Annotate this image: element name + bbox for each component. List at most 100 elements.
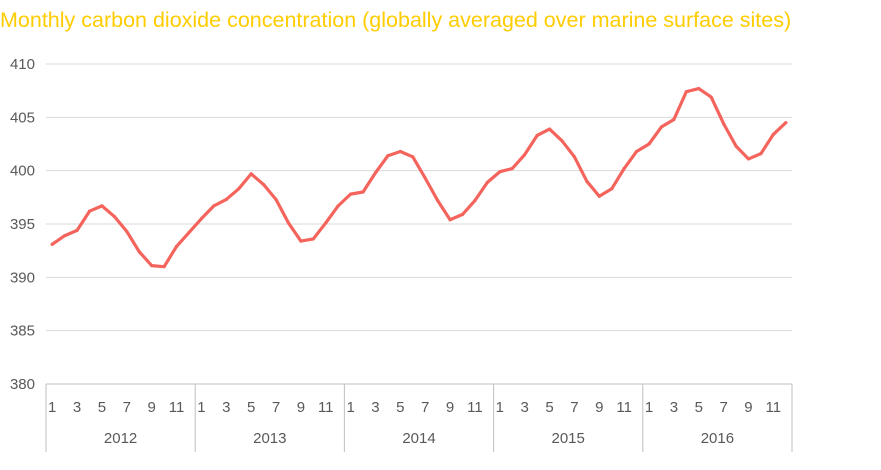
data-point <box>647 142 651 146</box>
data-point <box>162 265 166 269</box>
data-point <box>473 198 477 203</box>
data-point <box>634 149 639 154</box>
x-month-label: 7 <box>421 399 429 416</box>
x-month-label: 3 <box>371 399 379 416</box>
data-point <box>771 132 775 136</box>
gridlines <box>46 63 792 332</box>
data-point <box>299 239 303 243</box>
data-point <box>187 230 191 235</box>
x-month-label: 3 <box>73 399 81 416</box>
data-point <box>436 198 440 203</box>
x-month-label: 3 <box>521 399 529 416</box>
x-year-label: 2013 <box>253 430 286 447</box>
data-point <box>547 127 552 131</box>
x-month-label: 9 <box>297 399 305 416</box>
data-point <box>709 95 713 99</box>
x-month-label: 1 <box>496 399 504 416</box>
series-line <box>50 86 788 269</box>
data-point <box>510 166 514 171</box>
data-point <box>597 194 601 198</box>
data-point <box>411 155 415 159</box>
x-month-label: 7 <box>272 399 280 416</box>
data-point <box>734 144 738 148</box>
data-point <box>286 221 291 225</box>
data-point <box>560 139 564 143</box>
y-tick-label: 380 <box>10 376 35 393</box>
data-point <box>622 166 626 171</box>
data-point <box>63 234 67 238</box>
chart-title: Monthly carbon dioxide concentration (gl… <box>0 8 792 32</box>
data-point <box>535 133 539 138</box>
data-point <box>237 187 241 191</box>
x-year-label: 2016 <box>701 430 734 447</box>
x-month-label: 9 <box>148 399 156 416</box>
y-tick-label: 385 <box>10 323 35 340</box>
data-point <box>672 117 676 122</box>
data-point <box>137 250 141 254</box>
data-point <box>261 182 266 187</box>
data-point <box>460 212 465 216</box>
data-point <box>572 155 577 159</box>
x-month-label: 5 <box>545 399 553 416</box>
data-point <box>398 149 402 154</box>
data-point <box>485 180 489 184</box>
data-point <box>75 228 79 232</box>
data-point <box>125 229 129 234</box>
data-point <box>697 86 701 91</box>
x-month-label: 1 <box>197 399 205 416</box>
data-point <box>759 152 763 156</box>
y-tick-label: 410 <box>10 56 35 73</box>
data-point <box>336 204 340 208</box>
x-month-label: 5 <box>247 399 255 416</box>
x-year-label: 2012 <box>104 430 137 447</box>
x-month-label: 9 <box>446 399 454 416</box>
data-point <box>311 237 315 241</box>
x-month-label: 3 <box>222 399 230 416</box>
data-point <box>50 242 54 246</box>
x-month-label: 11 <box>766 399 782 416</box>
data-point <box>199 217 204 221</box>
data-point <box>349 192 353 196</box>
x-month-label: 5 <box>695 399 703 416</box>
data-point <box>112 214 116 219</box>
x-month-label: 5 <box>396 399 404 416</box>
data-point <box>87 209 92 213</box>
x-month-label: 3 <box>670 399 678 416</box>
x-month-label: 1 <box>346 399 354 416</box>
data-point <box>585 179 589 183</box>
x-month-label: 11 <box>467 399 483 416</box>
x-month-label: 9 <box>744 399 752 416</box>
x-month-label: 11 <box>318 399 334 416</box>
x-month-label: 5 <box>98 399 106 416</box>
data-point <box>423 176 427 180</box>
data-point <box>523 153 527 157</box>
x-month-label: 7 <box>570 399 578 416</box>
data-point <box>448 218 452 222</box>
data-point <box>249 172 253 176</box>
series-layer <box>50 86 788 269</box>
data-point <box>498 170 502 174</box>
x-year-label: 2014 <box>402 430 435 447</box>
y-tick-label: 390 <box>10 269 35 286</box>
data-point <box>722 122 726 126</box>
data-point <box>100 204 104 208</box>
x-month-label: 7 <box>123 399 131 416</box>
x-year-label: 2015 <box>552 430 585 447</box>
data-point <box>659 125 664 129</box>
data-point <box>361 190 365 194</box>
data-point <box>784 121 788 125</box>
data-point <box>274 197 278 202</box>
data-point <box>150 264 154 268</box>
data-point <box>610 187 614 191</box>
x-month-label: 11 <box>616 399 632 416</box>
data-point <box>746 157 751 161</box>
data-point <box>373 171 378 175</box>
data-point <box>224 197 228 202</box>
y-tick-label: 405 <box>10 109 35 126</box>
data-point <box>174 244 179 248</box>
data-point <box>684 90 688 94</box>
x-month-label: 11 <box>169 399 185 416</box>
x-month-label: 1 <box>645 399 653 416</box>
